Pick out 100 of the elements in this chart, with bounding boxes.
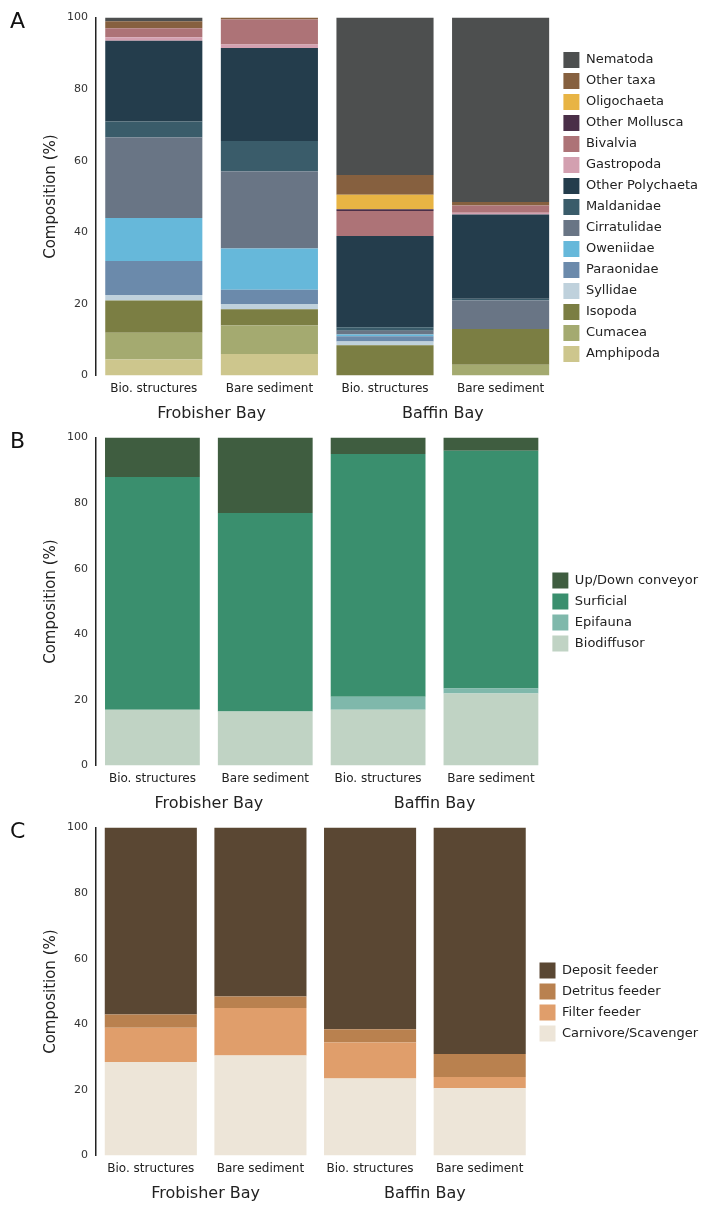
- bar: [336, 336, 434, 342]
- bar: [452, 364, 550, 376]
- y-tick-label: 20: [74, 1082, 88, 1096]
- legend-label: Oligochaeta: [585, 93, 664, 109]
- y-tick-label: 20: [74, 296, 88, 310]
- bar: [452, 205, 550, 213]
- chart-title: A: [10, 8, 26, 33]
- bar: [336, 327, 434, 331]
- text: Baffin Bay: [401, 403, 484, 423]
- legend-label: Amphipoda: [585, 345, 660, 361]
- legend-label: Isopoda: [585, 303, 637, 319]
- bar: [105, 261, 203, 296]
- bar: [330, 437, 426, 454]
- legend-label: Syllidae: [585, 282, 637, 298]
- y-tick-label: 100: [67, 430, 88, 444]
- legend-label: Biodiffusor: [574, 634, 646, 650]
- bar: [220, 248, 318, 290]
- x-tick-label: Bio. structures: [341, 380, 429, 395]
- y-tick-label: 0: [81, 368, 88, 382]
- x-tick-label: Bare sediment: [435, 1160, 524, 1175]
- bar: [105, 437, 200, 477]
- bar: [324, 1029, 417, 1043]
- bar: [452, 329, 550, 365]
- x-tick-label: Bio. structures: [107, 1160, 195, 1175]
- text: Frobisher Bay: [151, 1183, 261, 1203]
- y-tick-label: 100: [67, 10, 88, 24]
- bar: [336, 345, 434, 376]
- bar: [104, 1027, 197, 1063]
- bar: [105, 332, 203, 360]
- bar: [220, 304, 318, 310]
- bar: [105, 28, 203, 38]
- bar: [104, 1062, 197, 1156]
- legend-label: Bivalvia: [585, 135, 637, 151]
- y-tick-label: 0: [81, 758, 88, 772]
- y-tick-label: 20: [74, 692, 88, 706]
- bar: [220, 171, 318, 249]
- legend-label: Cirratulidae: [585, 219, 662, 235]
- legend-label: Paraonidae: [585, 261, 659, 277]
- bar: [217, 437, 313, 514]
- bar: [452, 17, 550, 202]
- bar: [452, 300, 550, 330]
- x-tick-label: Bare sediment: [225, 380, 314, 395]
- x-tick-label: Bio. structures: [334, 770, 422, 785]
- x-tick-label: Bare sediment: [456, 380, 545, 395]
- bar: [433, 1088, 526, 1156]
- bar: [452, 214, 550, 299]
- bar: [433, 1076, 526, 1089]
- bar: [433, 1053, 526, 1077]
- bar: [214, 1008, 307, 1056]
- bar: [324, 827, 417, 1030]
- bar: [214, 827, 307, 997]
- bar: [220, 141, 318, 172]
- bar: [336, 194, 434, 210]
- y-axis-title: Composition (%): [40, 929, 59, 1054]
- x-tick-label: Bare sediment: [447, 770, 535, 785]
- bar: [105, 37, 203, 41]
- y-tick-label: 80: [74, 82, 88, 96]
- legend-label: Carnivore/Scavenger: [562, 1024, 699, 1040]
- y-tick-label: 100: [67, 820, 88, 834]
- legend-label: Filter feeder: [562, 1003, 642, 1019]
- legend-label: Other taxa: [585, 72, 656, 88]
- y-tick-label: 80: [74, 886, 88, 900]
- x-tick-label: Bare sediment: [221, 770, 310, 785]
- chart-title: C: [10, 818, 26, 843]
- bar: [220, 44, 318, 49]
- bar: [214, 996, 307, 1008]
- text: Frobisher Bay: [157, 403, 267, 423]
- bar: [443, 693, 539, 766]
- legend-label: Nematoda: [585, 51, 654, 67]
- bar: [330, 709, 426, 766]
- chart-title: B: [10, 428, 26, 453]
- legend-label: Deposit feeder: [562, 961, 659, 977]
- bar: [324, 1042, 417, 1079]
- bar: [220, 325, 318, 355]
- x-tick-label: Bio. structures: [110, 380, 198, 395]
- legend-label: Epifauna: [574, 613, 632, 629]
- bar: [105, 40, 203, 122]
- x-tick-label: Bio. structures: [326, 1160, 414, 1175]
- bar: [105, 476, 200, 710]
- y-tick-label: 60: [74, 561, 88, 575]
- bar: [220, 48, 318, 142]
- y-tick-label: 40: [74, 1017, 88, 1031]
- bar: [336, 210, 434, 236]
- bar: [105, 137, 203, 219]
- bar: [220, 309, 318, 326]
- bar: [324, 1078, 417, 1156]
- legend-label: Up/Down conveyor: [574, 571, 699, 587]
- bar: [336, 235, 434, 328]
- bar: [214, 1055, 307, 1156]
- bar: [105, 121, 203, 138]
- y-tick-label: 60: [74, 153, 88, 167]
- bar: [105, 21, 203, 29]
- text: Baffin Bay: [393, 793, 476, 813]
- bar: [217, 711, 313, 766]
- x-tick-label: Bare sediment: [216, 1160, 305, 1175]
- text: Frobisher Bay: [154, 793, 264, 813]
- y-axis-title: Composition (%): [40, 539, 59, 664]
- bar: [105, 709, 200, 766]
- legend-label: Gastropoda: [585, 156, 662, 172]
- bar: [330, 454, 426, 697]
